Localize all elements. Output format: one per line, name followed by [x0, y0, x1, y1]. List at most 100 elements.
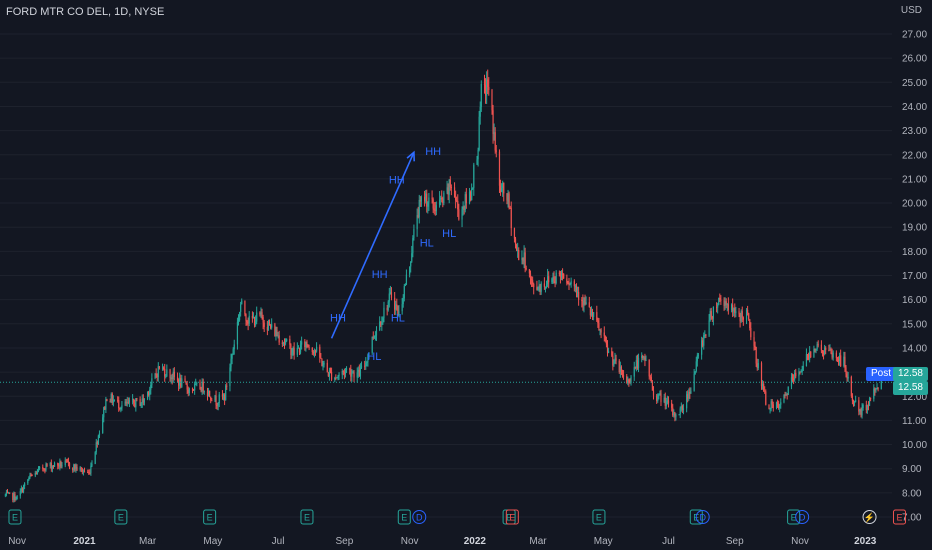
candle-body [442, 198, 444, 203]
candle-body [291, 352, 293, 356]
candle-body [750, 327, 752, 338]
candle-body [248, 315, 250, 324]
candle-body [735, 311, 737, 313]
price-tick-label: 10.00 [902, 440, 927, 451]
earnings-marker [505, 509, 519, 525]
candle-body [338, 374, 340, 376]
candle-body [576, 291, 579, 293]
candle-body [398, 311, 400, 315]
candle-body [776, 402, 779, 404]
candle-body [730, 304, 733, 311]
earnings-marker [689, 509, 703, 525]
candle-body [473, 164, 475, 188]
candle-body [263, 322, 265, 327]
candle-body [91, 463, 93, 466]
candle-body [508, 193, 510, 208]
candle-body [58, 465, 60, 467]
candle-body [588, 302, 590, 308]
candle-body [301, 341, 303, 345]
candle-body [256, 312, 258, 322]
candle-body [191, 388, 194, 390]
price-tick-label: 7.00 [902, 513, 922, 524]
candle-body [260, 312, 262, 315]
price-tick-label: 27.00 [902, 30, 927, 41]
candle-body [375, 330, 378, 336]
candle-body [514, 238, 517, 245]
candle-body [247, 321, 249, 324]
price-axis[interactable]: 7.008.009.0010.0011.0012.0013.0014.0015.… [902, 30, 927, 524]
candle-body [14, 494, 16, 501]
candle-body [396, 304, 398, 306]
candle-body [236, 321, 239, 345]
currency-label[interactable]: USD [900, 5, 922, 16]
candle-body [507, 193, 509, 201]
candle-body [261, 312, 263, 318]
candle-body [821, 350, 824, 354]
candle-body [585, 302, 587, 305]
candle-body [548, 276, 550, 283]
symbol-title[interactable]: FORD MTR CO DEL, 1D, NYSE [6, 6, 165, 18]
price-tick-label: 26.00 [902, 54, 927, 65]
event-marker-label: E [12, 513, 18, 523]
candle-body [96, 442, 98, 445]
candle-body [37, 468, 40, 470]
candle-body [156, 374, 158, 378]
candle-body [305, 341, 307, 347]
candle-body [723, 300, 725, 307]
candle-body [652, 390, 655, 396]
candle-body [816, 344, 818, 350]
candle-body [76, 466, 78, 471]
candle-body [717, 304, 719, 308]
candle-body [255, 321, 257, 325]
candle-body [440, 197, 442, 200]
candle-body [426, 193, 428, 207]
candle-body [650, 377, 652, 383]
candle-body [530, 278, 533, 281]
trend-arrow [330, 152, 415, 339]
candle-body [478, 116, 480, 150]
candle-body [456, 200, 458, 202]
candle-body [528, 269, 531, 274]
candle-body [356, 372, 358, 378]
candle-body [292, 347, 294, 353]
candle-body [828, 349, 830, 351]
annotations: HH HL HH HL HH HH HL HL [330, 146, 456, 363]
candle-body [336, 377, 338, 379]
candle-body [457, 200, 459, 210]
candle-body [57, 463, 59, 466]
candle-body [284, 341, 287, 344]
candle-body [603, 332, 605, 337]
candle-body [666, 400, 668, 402]
earnings-marker [787, 509, 801, 525]
candle-body [695, 361, 697, 372]
candle-body [20, 488, 22, 491]
event-marker-label: E [596, 513, 602, 523]
candle-body [674, 412, 676, 417]
candle-body [696, 355, 698, 362]
candle-body [225, 385, 227, 400]
candle-body [419, 200, 421, 202]
annotation-label: HL [367, 351, 381, 363]
candle-body [367, 354, 369, 362]
candle-body [590, 311, 593, 316]
candle-body [36, 469, 39, 475]
candle-body [104, 407, 106, 410]
candle-body [75, 466, 77, 470]
candle-body [327, 372, 329, 377]
candle-body [401, 304, 403, 312]
candle-body [241, 300, 243, 305]
candle-body [268, 322, 271, 325]
candle-body [703, 335, 705, 346]
time-tick-label: 2021 [73, 536, 96, 547]
candle-body [404, 284, 406, 287]
candle-body [693, 373, 695, 391]
annotation-label: HH [330, 312, 346, 324]
candle-body [410, 261, 412, 267]
candle-body [337, 375, 339, 378]
candle-body [501, 188, 503, 192]
candle-body [599, 329, 601, 331]
candle-body [463, 206, 465, 210]
price-tick-label: 24.00 [902, 102, 927, 113]
time-axis[interactable]: Nov 2021 Mar May Jul Sep Nov 2022 Mar May Jul Sep No… [8, 536, 877, 547]
